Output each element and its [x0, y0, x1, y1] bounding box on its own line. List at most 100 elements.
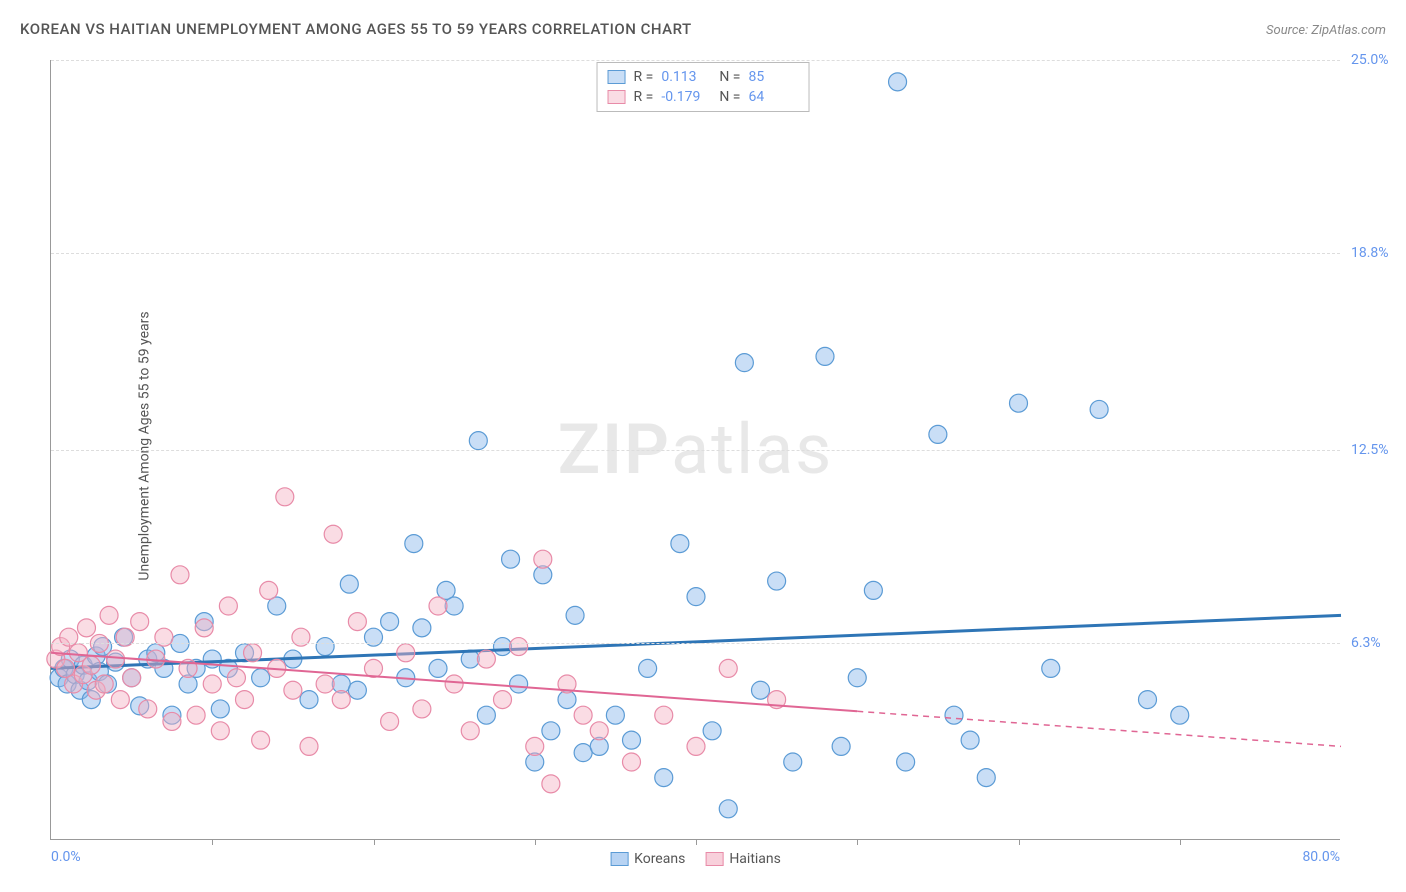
scatter-point — [889, 73, 907, 91]
scatter-point — [623, 731, 641, 749]
y-tick-label: 25.0% — [1351, 52, 1389, 68]
scatter-point — [703, 722, 721, 740]
scatter-point — [300, 691, 318, 709]
scatter-point — [768, 572, 786, 590]
legend-item: Haitians — [705, 851, 781, 867]
scatter-point — [332, 691, 350, 709]
chart-source: Source: ZipAtlas.com — [1266, 23, 1386, 38]
gridline — [51, 253, 1340, 254]
y-tick-label: 6.3% — [1351, 635, 1381, 651]
scatter-point — [897, 753, 915, 771]
x-tick — [696, 839, 697, 845]
scatter-point — [1171, 706, 1189, 724]
scatter-point — [477, 650, 495, 668]
scatter-point — [316, 638, 334, 656]
stats-r-label: R = — [634, 69, 654, 85]
gridline — [51, 643, 1340, 644]
scatter-point — [211, 722, 229, 740]
scatter-point — [284, 681, 302, 699]
scatter-point — [340, 575, 358, 593]
stats-r-label: R = — [634, 89, 654, 105]
stats-legend: R = 0.113N = 85R = -0.179N = 64 — [597, 62, 810, 112]
regression-line-dashed — [857, 711, 1341, 746]
scatter-point — [719, 659, 737, 677]
chart-header: KOREAN VS HAITIAN UNEMPLOYMENT AMONG AGE… — [20, 20, 1386, 38]
scatter-point — [494, 691, 512, 709]
scatter-point — [1010, 394, 1028, 412]
x-tick — [857, 839, 858, 845]
scatter-point — [107, 650, 125, 668]
scatter-point — [244, 644, 262, 662]
x-tick — [212, 839, 213, 845]
scatter-point — [606, 706, 624, 724]
scatter-point — [469, 432, 487, 450]
scatter-point — [100, 606, 118, 624]
scatter-point — [397, 644, 415, 662]
scatter-point — [381, 712, 399, 730]
scatter-point — [203, 675, 221, 693]
scatter-point — [123, 669, 141, 687]
scatter-point — [429, 659, 447, 677]
scatter-point — [95, 675, 113, 693]
scatter-point — [502, 550, 520, 568]
scatter-point — [735, 354, 753, 372]
scatter-point — [477, 706, 495, 724]
x-axis-start-label: 0.0% — [51, 849, 81, 865]
legend-swatch — [610, 852, 628, 866]
scatter-point — [82, 656, 100, 674]
scatter-point — [1090, 400, 1108, 418]
scatter-point — [510, 675, 528, 693]
scatter-point — [945, 706, 963, 724]
scatter-point — [929, 425, 947, 443]
scatter-point — [300, 737, 318, 755]
scatter-point — [111, 691, 129, 709]
scatter-point — [961, 731, 979, 749]
legend-swatch — [608, 70, 626, 84]
scatter-point — [365, 659, 383, 677]
scatter-point — [260, 581, 278, 599]
stats-row: R = 0.113N = 85 — [608, 67, 799, 87]
scatter-point — [445, 675, 463, 693]
scatter-point — [324, 525, 342, 543]
bottom-legend: Koreans Haitians — [610, 851, 781, 867]
gridline — [51, 60, 1340, 61]
scatter-point — [623, 753, 641, 771]
scatter-point — [784, 753, 802, 771]
scatter-point — [211, 700, 229, 718]
scatter-point — [719, 800, 737, 818]
regression-line — [51, 653, 857, 712]
scatter-point — [413, 700, 431, 718]
scatter-point — [219, 597, 237, 615]
x-tick — [1180, 839, 1181, 845]
x-tick — [535, 839, 536, 845]
scatter-point — [639, 659, 657, 677]
scatter-point — [590, 722, 608, 740]
scatter-point — [227, 669, 245, 687]
scatter-point — [542, 775, 560, 793]
regression-line — [51, 615, 1341, 668]
scatter-point — [236, 691, 254, 709]
x-tick — [374, 839, 375, 845]
scatter-point — [848, 669, 866, 687]
scatter-point — [348, 613, 366, 631]
legend-item: Koreans — [610, 851, 685, 867]
legend-label: Haitians — [729, 851, 781, 867]
scatter-point — [752, 681, 770, 699]
scatter-point — [832, 737, 850, 755]
stats-row: R = -0.179N = 64 — [608, 87, 799, 107]
legend-swatch — [608, 90, 626, 104]
scatter-point — [445, 597, 463, 615]
scatter-point — [413, 619, 431, 637]
y-tick-label: 12.5% — [1351, 442, 1389, 458]
x-tick — [1019, 839, 1020, 845]
scatter-point — [252, 731, 270, 749]
gridline — [51, 450, 1340, 451]
scatter-point — [574, 706, 592, 724]
scatter-point — [429, 597, 447, 615]
x-axis-end-label: 80.0% — [1302, 849, 1340, 865]
scatter-point — [566, 606, 584, 624]
scatter-point — [671, 535, 689, 553]
scatter-point — [864, 581, 882, 599]
scatter-point — [494, 638, 512, 656]
scatter-point — [139, 700, 157, 718]
